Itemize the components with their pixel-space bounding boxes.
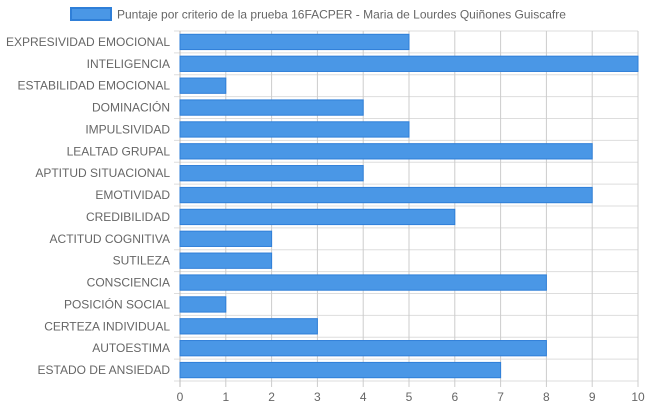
x-tick-label: 9 [589, 390, 596, 404]
y-tick-label: ESTADO DE ANSIEDAD [38, 363, 171, 377]
bar[interactable] [179, 361, 502, 379]
y-tick-label: ESTABILIDAD EMOCIONAL [18, 79, 171, 93]
y-tick-label: EXPRESIVIDAD EMOCIONAL [6, 35, 170, 49]
x-tick-label: 2 [268, 390, 275, 404]
bar[interactable] [179, 252, 273, 269]
bar[interactable] [179, 77, 227, 94]
bar[interactable] [179, 99, 364, 116]
legend[interactable]: Puntaje por criterio de la prueba 16FACP… [70, 7, 566, 22]
bar[interactable] [179, 208, 456, 226]
y-tick-label: AUTOESTIMA [92, 341, 170, 355]
x-tick-label: 4 [360, 390, 367, 404]
x-tick-label: 8 [543, 390, 550, 404]
y-tick-label: LEALTAD GRUPAL [67, 144, 171, 158]
x-axis-labels: 0 1 2 3 4 5 6 7 8 9 10 [177, 390, 645, 404]
x-tick-label: 7 [497, 390, 504, 404]
legend-swatch[interactable] [70, 7, 112, 21]
x-tick-label: 3 [314, 390, 321, 404]
y-tick-label: CONSCIENCIA [87, 276, 170, 290]
y-tick-label: SUTILEZA [113, 254, 170, 268]
bar[interactable] [179, 274, 547, 291]
x-tick-label: 6 [451, 390, 458, 404]
bar[interactable] [179, 340, 547, 357]
bar[interactable] [179, 230, 273, 247]
y-tick-label: CREDIBILIDAD [86, 210, 170, 224]
x-tick-label: 10 [631, 390, 645, 404]
x-tick-label: 0 [177, 390, 184, 404]
y-tick-label: DOMINACIÓN [92, 100, 170, 115]
y-tick-label: APTITUD SITUACIONAL [35, 166, 170, 180]
bar[interactable] [179, 165, 364, 182]
bar[interactable] [179, 55, 639, 72]
y-tick-label: POSICIÓN SOCIAL [64, 296, 170, 311]
y-tick-label: IMPULSIVIDAD [85, 122, 170, 136]
bar[interactable] [179, 121, 410, 138]
y-tick-label: ACTITUD COGNITIVA [50, 232, 170, 246]
y-tick-label: EMOTIVIDAD [95, 188, 170, 202]
bars [179, 33, 639, 379]
y-tick-label: CERTEZA INDIVIDUAL [44, 319, 170, 333]
bar[interactable] [179, 143, 593, 160]
bar[interactable] [179, 186, 593, 204]
y-axis-labels: EXPRESIVIDAD EMOCIONAL INTELIGENCIA ESTABI… [6, 35, 170, 377]
x-tick-label: 5 [406, 390, 413, 404]
x-tick-label: 1 [222, 390, 229, 404]
y-tick-label: INTELIGENCIA [87, 57, 170, 71]
legend-label[interactable]: Puntaje por criterio de la prueba 16FACP… [117, 8, 566, 22]
bar[interactable] [179, 33, 410, 51]
bar[interactable] [179, 318, 318, 335]
bar[interactable] [179, 296, 227, 313]
